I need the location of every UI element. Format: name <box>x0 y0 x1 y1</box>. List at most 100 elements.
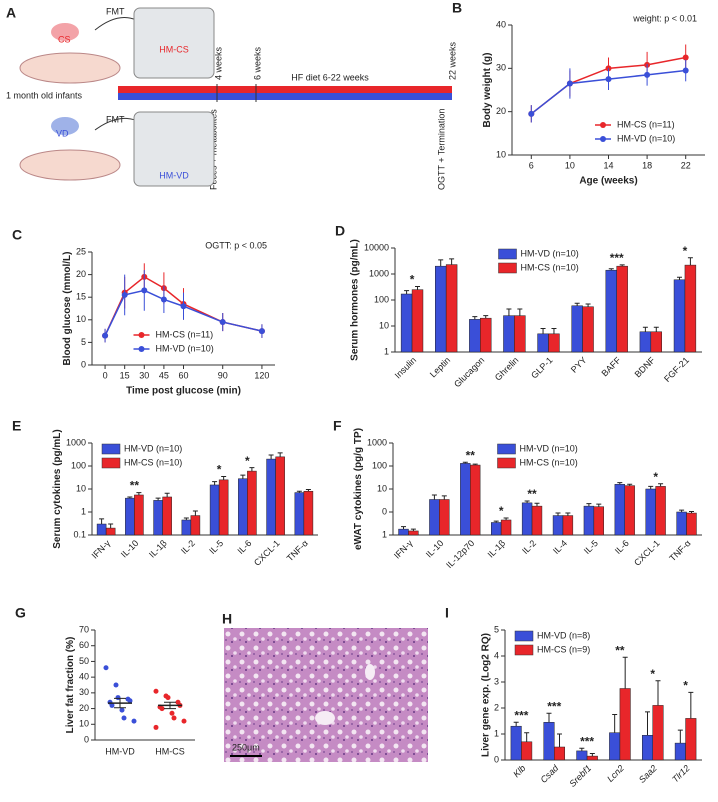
legend-swatch <box>497 457 516 469</box>
y-tick-label: 15 <box>76 292 86 302</box>
y-axis-label: Body weight (g) <box>482 53 493 128</box>
error-bar <box>136 492 142 495</box>
x-tick-label: IL-5 <box>207 538 225 556</box>
x-tick-label: CXCL-1 <box>632 538 662 568</box>
data-point <box>153 688 159 694</box>
timeline-label: 4 weeks <box>213 46 223 80</box>
legend-label: HM-CS (n=10) <box>124 457 182 467</box>
bar <box>400 293 413 353</box>
error-bar <box>483 315 489 319</box>
infant-icon <box>19 149 121 181</box>
legend-label: HM-VD (n=10) <box>520 443 578 453</box>
significance: ** <box>527 487 537 501</box>
y-tick-label: 100 <box>374 294 389 304</box>
error-bar <box>441 495 447 500</box>
error-bar <box>688 511 694 514</box>
timeline-cs <box>118 86 452 93</box>
bar <box>676 511 687 536</box>
bar <box>552 515 564 536</box>
x-tick-label: IFN-γ <box>90 538 113 561</box>
bar <box>641 735 654 761</box>
bar <box>134 494 144 536</box>
error-bar <box>108 523 114 529</box>
bar <box>616 265 628 353</box>
y-axis-label: eWAT cytokines (pg/g TP) <box>353 428 364 550</box>
bar <box>593 506 604 536</box>
x-tick-label: IL-2 <box>179 538 197 556</box>
error-bar <box>585 303 591 307</box>
x-tick-label: TNF-α <box>667 538 692 563</box>
legend-swatch <box>498 248 517 260</box>
error-bar <box>551 328 557 334</box>
significance: * <box>650 667 655 681</box>
arrow <box>94 17 141 31</box>
legend-swatch <box>101 457 121 469</box>
x-tick-label: 22 <box>681 160 691 170</box>
x-tick-label: 60 <box>178 370 188 380</box>
bar <box>614 484 625 536</box>
error-bar <box>472 463 478 466</box>
panel-label: C <box>12 227 22 243</box>
error-bar <box>268 454 274 460</box>
error-bar <box>565 512 571 516</box>
x-tick-label: Insulin <box>393 355 418 380</box>
panel-label: B <box>452 0 462 16</box>
error-bar <box>655 680 661 706</box>
y-tick-label: 0 <box>81 359 86 369</box>
error-bar <box>546 712 552 723</box>
error-bar <box>415 286 421 290</box>
error-bar <box>164 492 170 497</box>
timeline-label: 6 weeks <box>252 46 262 80</box>
scale-label: 250μm <box>232 742 260 752</box>
legend-swatch <box>600 122 606 128</box>
bar <box>266 458 276 536</box>
data-point <box>171 715 177 721</box>
bar <box>470 464 481 536</box>
error-bar <box>99 518 105 525</box>
error-bar <box>586 503 592 507</box>
bar <box>605 269 617 353</box>
recipient-label: HM-VD <box>159 170 189 180</box>
y-tick-label: 60 <box>79 640 89 650</box>
error-bar <box>534 502 540 507</box>
y-tick-label: 10 <box>377 483 387 493</box>
bar <box>105 527 116 536</box>
error-bar <box>596 503 602 507</box>
error-bar <box>431 494 437 500</box>
annotation: weight: p < 0.01 <box>632 13 697 23</box>
y-tick-label: 70 <box>79 624 89 634</box>
significance: ** <box>615 643 625 657</box>
bar <box>645 488 656 536</box>
x-tick-label: Lcn2 <box>605 763 626 784</box>
y-tick-label: 0 <box>494 754 499 764</box>
y-tick-label: 50 <box>79 656 89 666</box>
bar <box>96 523 107 536</box>
y-tick-label: 5 <box>494 624 499 634</box>
bar <box>503 315 515 353</box>
bar <box>469 319 481 353</box>
legend-label: HM-CS (n=10) <box>521 262 579 272</box>
x-tick-label: FGF-21 <box>662 355 691 384</box>
data-point <box>103 665 109 671</box>
legend-label: HM-VD (n=10) <box>521 248 579 258</box>
x-tick-label: IL-10 <box>119 538 141 560</box>
bar <box>510 725 522 761</box>
bar <box>521 502 533 536</box>
panel-label: I <box>445 605 449 621</box>
significance: ** <box>130 479 140 493</box>
fmt-label: FMT <box>106 6 125 16</box>
y-axis-label: Liver fat fraction (%) <box>65 637 76 734</box>
significance: *** <box>580 734 594 748</box>
error-bar <box>579 747 585 751</box>
y-tick-label: 0 <box>382 506 387 516</box>
bar <box>531 505 543 536</box>
error-bar <box>524 732 530 742</box>
y-tick-label: 10 <box>76 483 86 493</box>
y-tick-label: 40 <box>496 19 506 29</box>
x-tick-label: IL-1β <box>486 538 508 560</box>
legend-label: HM-VD (n=10) <box>156 343 214 353</box>
error-bar <box>472 316 478 320</box>
legend-label: HM-VD (n=10) <box>617 133 675 143</box>
significance: * <box>499 504 504 518</box>
